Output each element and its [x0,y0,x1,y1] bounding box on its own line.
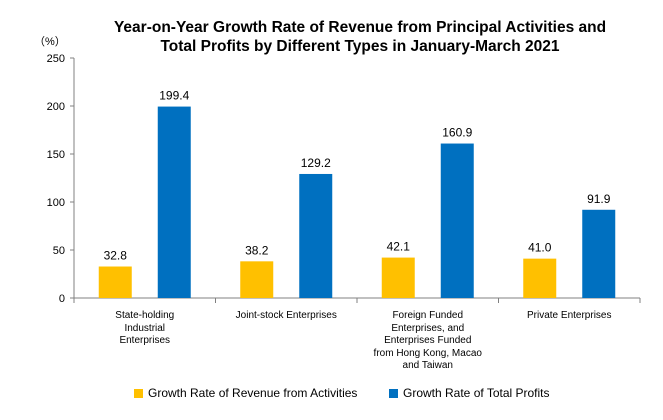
x-category-label: Private Enterprises [507,310,632,323]
x-category-label-line: and Taiwan [402,360,453,371]
data-label-series-0-cat-3: 41.0 [528,241,552,255]
bar-series-1-cat-2 [440,143,474,298]
x-category-label-line: Joint-stock Enterprises [235,310,337,321]
data-label-series-0-cat-0: 32.8 [104,249,128,263]
legend-item-revenue: Growth Rate of Revenue from Activities [134,386,357,400]
data-label-series-1-cat-3: 91.9 [587,192,611,206]
bar-series-0-cat-0 [98,266,132,298]
y-tick-label: 150 [47,149,65,161]
x-category-label: Foreign Funded Enterprises, and Enterprise… [365,310,490,373]
legend-label-revenue: Growth Rate of Revenue from Activities [148,386,358,400]
x-category-label-line: Enterprises, and [391,322,465,334]
chart-title-line-1: Year-on-Year Growth Rate of Revenue from… [113,19,607,36]
y-tick-label: 200 [47,101,65,113]
x-category-label-line: from Hong Kong, Macao [373,347,482,359]
x-category-label-line: Enterprises Funded [384,335,472,346]
x-category-label: Joint-stock Enterprises [224,310,349,323]
bar-series-1-cat-0 [157,106,191,299]
x-category-label-line: Private Enterprises [527,310,612,321]
bar-series-0-cat-3 [523,258,557,298]
bar-series-0-cat-2 [381,257,415,298]
bar-series-0-cat-1 [240,261,274,298]
y-tick-label: 250 [47,53,65,65]
data-label-series-1-cat-0: 199.4 [159,89,189,103]
data-label-series-0-cat-2: 42.1 [387,240,411,254]
legend-label-profits: Growth Rate of Total Profits [403,386,550,400]
bar-series-1-cat-3 [582,209,616,298]
y-tick-label: 100 [47,197,65,209]
chart-title-line-2: Total Profits by Different Types in Janu… [160,38,560,55]
legend-item-profits: Growth Rate of Total Profits [389,386,550,400]
y-tick-label: 0 [59,293,65,305]
legend-swatch-profits [389,388,398,398]
data-label-series-0-cat-1: 38.2 [245,243,269,257]
y-axis-unit: （%） [34,36,66,48]
legend-swatch-revenue [134,388,143,398]
x-category-label-line: Enterprises [119,335,171,346]
data-label-series-1-cat-2: 160.9 [442,126,472,140]
x-category-label-line: State-holding [115,310,175,321]
x-category-label-line: Industrial [124,322,166,334]
y-tick-label: 50 [53,245,65,257]
bar-series-1-cat-1 [299,173,333,298]
x-category-label-line: Foreign Funded [392,310,464,321]
data-label-series-1-cat-1: 129.2 [301,156,331,170]
x-category-label: State-holding Industrial Enterprises [82,310,207,348]
